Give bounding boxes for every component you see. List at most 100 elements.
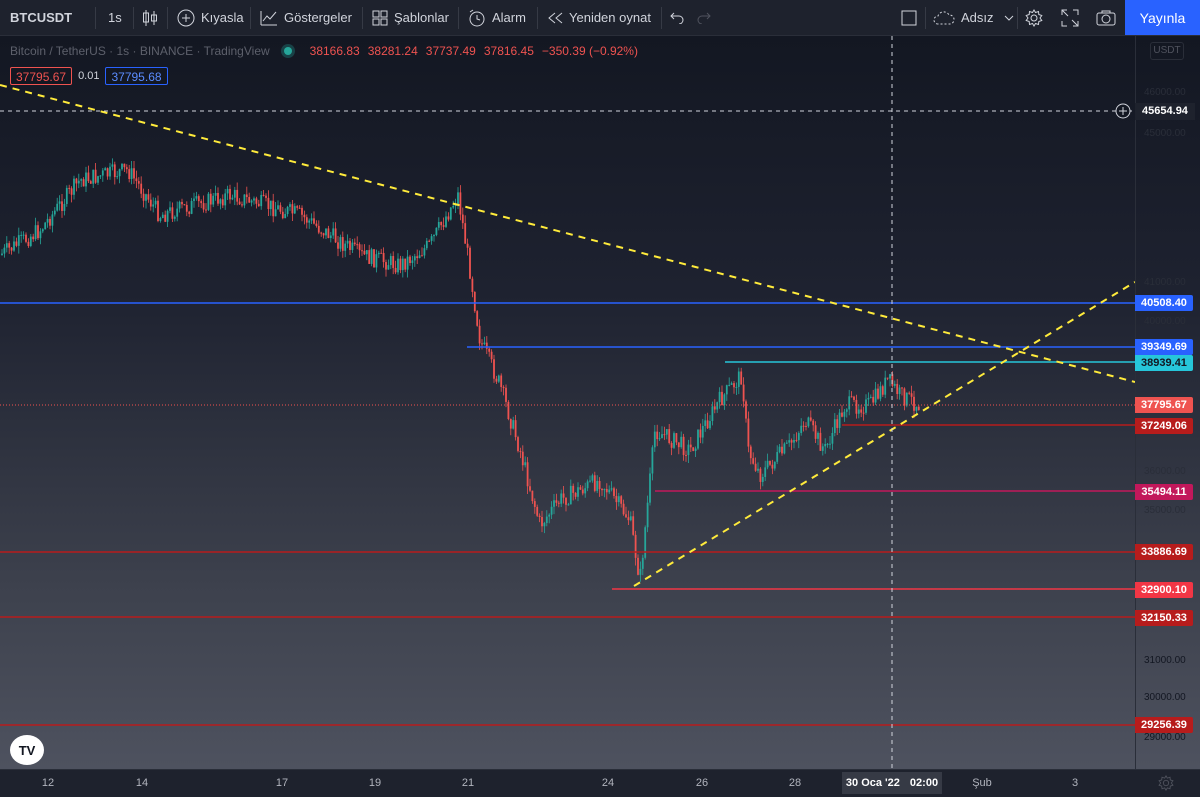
- candle-body: [159, 218, 162, 222]
- tradingview-logo[interactable]: TV: [10, 735, 44, 765]
- time-tick: 24: [601, 777, 615, 789]
- time-tick: 12: [41, 777, 55, 789]
- undo-icon: [670, 12, 684, 24]
- time-tick: 26: [695, 777, 709, 789]
- candle-body: [221, 199, 224, 206]
- candle-body: [106, 168, 109, 177]
- descending-trendline[interactable]: [0, 84, 1135, 383]
- plus-circle-icon: [177, 9, 195, 27]
- candle-body: [838, 412, 841, 428]
- candle-body: [236, 189, 239, 202]
- candle-body: [826, 443, 829, 445]
- candle-body: [737, 371, 740, 387]
- candle-body: [183, 204, 186, 206]
- undo-button[interactable]: [670, 0, 684, 35]
- legend-low: 37737.49: [425, 44, 476, 58]
- candle-body: [257, 203, 260, 207]
- candle-body: [500, 375, 503, 388]
- time-tick: 3: [1071, 777, 1079, 789]
- candle-body: [586, 481, 589, 489]
- buy-price-button[interactable]: 37795.68: [105, 67, 168, 85]
- candle-body: [785, 442, 788, 444]
- candle-body: [392, 256, 395, 268]
- scale-settings-gear-icon[interactable]: [1158, 775, 1174, 796]
- candle-body: [433, 234, 435, 237]
- candle-body: [166, 210, 169, 222]
- candle-body: [757, 468, 759, 471]
- layout-save-button[interactable]: Adsız: [933, 0, 1014, 35]
- candle-body: [543, 522, 546, 527]
- symbol-search-button[interactable]: BTCUSDT: [10, 0, 72, 35]
- symbol-legend[interactable]: Bitcoin / TetherUS · 1s · BINANCE · Trad…: [10, 44, 638, 58]
- market-status-icon: [283, 47, 292, 55]
- currency-label[interactable]: USDT: [1150, 42, 1184, 60]
- settings-button[interactable]: [1025, 0, 1043, 35]
- candle-body: [293, 206, 296, 214]
- expand-icon: [1061, 9, 1079, 27]
- fullscreen-layout-button[interactable]: [901, 0, 917, 35]
- candle-body: [351, 242, 354, 250]
- candle-body: [315, 223, 318, 226]
- candle-body: [869, 396, 872, 398]
- candle-body: [740, 371, 743, 385]
- redo-button[interactable]: [697, 0, 711, 35]
- sell-price-button[interactable]: 37795.67: [10, 67, 73, 85]
- candle-body: [404, 258, 407, 270]
- level-tag: 40508.40: [1135, 295, 1193, 311]
- candle-body: [749, 446, 752, 459]
- compare-button[interactable]: Kıyasla: [177, 0, 244, 35]
- candle-body: [661, 434, 663, 439]
- alert-button[interactable]: Alarm: [468, 0, 526, 35]
- candle-body: [190, 200, 193, 214]
- chart-style-button[interactable]: [142, 0, 158, 35]
- candle-body: [109, 166, 111, 177]
- current-price-tag: 37795.67: [1135, 397, 1193, 413]
- indicators-button[interactable]: Göstergeler: [260, 0, 352, 35]
- candle-body: [853, 396, 855, 400]
- publish-button[interactable]: Yayınla: [1125, 0, 1200, 35]
- candle-body: [140, 183, 143, 194]
- candle-body: [303, 214, 306, 218]
- candle-body: [32, 236, 35, 240]
- candle-body: [800, 425, 803, 434]
- candle-body: [860, 409, 863, 413]
- candle-body: [574, 492, 577, 497]
- price-tick: 45000.00: [1144, 128, 1186, 139]
- replay-button[interactable]: Yeniden oynat: [547, 0, 651, 35]
- price-chart[interactable]: [0, 36, 1135, 769]
- candle-body: [327, 228, 330, 238]
- candle-body: [781, 446, 783, 454]
- snapshot-button[interactable]: [1096, 0, 1116, 35]
- candle-body: [457, 192, 459, 205]
- candle-body: [598, 480, 601, 489]
- candle-body: [761, 476, 764, 482]
- candle-body: [913, 396, 915, 411]
- fullscreen-button[interactable]: [1061, 0, 1079, 35]
- level-tag: 38939.41: [1135, 355, 1193, 371]
- candle-body: [910, 393, 913, 397]
- candle-body: [701, 425, 704, 438]
- chart-pane[interactable]: [0, 36, 1135, 769]
- candle-body: [113, 164, 116, 178]
- templates-button[interactable]: Şablonlar: [372, 0, 449, 35]
- divider: [458, 7, 459, 29]
- candle-body: [848, 396, 851, 410]
- ascending-trendline[interactable]: [633, 281, 1135, 587]
- add-alert-plus-icon[interactable]: [1115, 103, 1131, 119]
- candle-body: [915, 406, 918, 411]
- candle-body: [608, 489, 611, 493]
- candle-body: [358, 244, 361, 251]
- candle-body: [125, 167, 128, 170]
- candle-body: [101, 170, 104, 176]
- candle-body: [73, 178, 75, 195]
- candle-body: [553, 500, 555, 507]
- level-tag: 29256.39: [1135, 717, 1193, 733]
- interval-button[interactable]: 1s: [108, 0, 122, 35]
- candle-body: [634, 534, 637, 558]
- candle-body: [833, 419, 836, 433]
- candle-body: [533, 501, 536, 507]
- price-tick: 36000.00: [1144, 466, 1186, 477]
- candle-body: [111, 164, 114, 167]
- time-scale[interactable]: [0, 769, 1200, 797]
- candle-body: [711, 406, 714, 422]
